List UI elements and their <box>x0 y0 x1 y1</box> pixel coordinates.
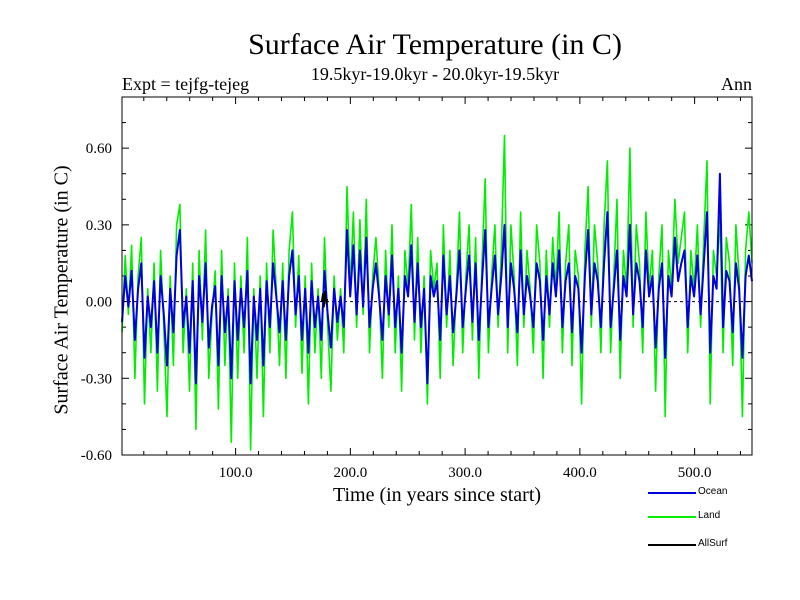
x-tick-label: 400.0 <box>563 465 597 481</box>
legend-label-ocean: Ocean <box>698 486 728 497</box>
tick-labels: -0.60 -0.30 0.00 0.30 0.60 100.0 200.0 300.0 400… <box>81 141 712 481</box>
legend-line-land <box>648 516 696 518</box>
chart-title: Surface Air Temperature (in C) <box>248 28 622 61</box>
experiment-label: Expt = tejfg-tejeg <box>122 74 250 94</box>
y-tick-label: -0.30 <box>81 371 112 387</box>
y-tick-label: 0.60 <box>86 141 112 157</box>
x-tick-label: 300.0 <box>448 465 482 481</box>
x-tick-label: 200.0 <box>333 465 367 481</box>
series-line-allsurf <box>320 290 329 308</box>
series-line-ocean <box>121 172 753 385</box>
x-tick-label: 100.0 <box>219 465 253 481</box>
y-tick-label: 0.30 <box>86 218 112 234</box>
legend-item-allsurf: AllSurf <box>648 538 748 552</box>
legend-item-ocean: Ocean <box>648 486 748 500</box>
period-label: Ann <box>721 74 752 94</box>
x-axis-label: Time (in years since start) <box>332 484 542 506</box>
y-tick-label: -0.60 <box>81 448 112 464</box>
series-lines <box>121 134 753 451</box>
y-tick-label: 0.00 <box>86 295 112 311</box>
plot-frame <box>121 96 753 456</box>
legend-line-allsurf <box>648 544 696 546</box>
x-tick-label: 500.0 <box>678 465 712 481</box>
chart-subtitle: 19.5kyr-19.0kyr - 20.0kyr-19.5kyr <box>310 64 560 84</box>
legend-line-ocean <box>648 492 696 494</box>
legend-item-land: Land <box>648 510 748 524</box>
legend-label-land: Land <box>698 510 721 521</box>
legend-label-allsurf: AllSurf <box>698 538 728 549</box>
